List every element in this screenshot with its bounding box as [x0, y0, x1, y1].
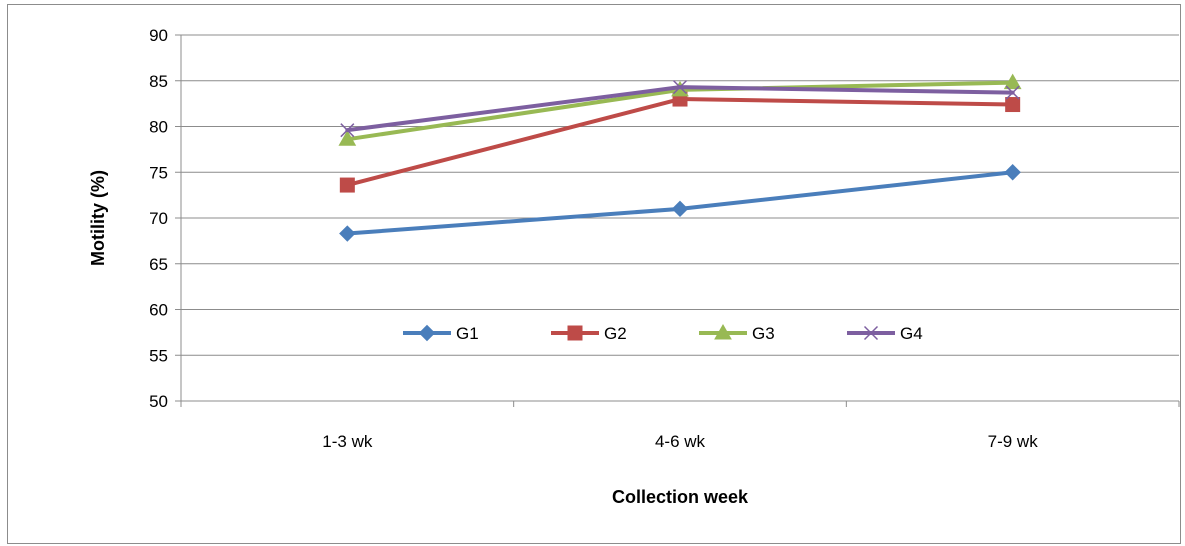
y-tick-label: 90 — [149, 26, 168, 45]
data-point — [1004, 164, 1021, 181]
marker-stroke — [340, 123, 355, 138]
data-point — [340, 123, 355, 138]
legend-label: G1 — [456, 324, 479, 343]
legend: G1 G2 G3 G4 — [403, 323, 923, 343]
data-point — [1005, 85, 1020, 100]
data-point — [1003, 73, 1022, 90]
x-tick-label: 7-9 wk — [988, 432, 1039, 451]
x-tick-label: 1-3 wk — [322, 432, 373, 451]
y-tick-label: 50 — [149, 392, 168, 411]
series-g1 — [339, 164, 1021, 242]
legend-item-g2: G2 — [551, 324, 627, 343]
data-point — [1005, 97, 1021, 113]
legend-marker — [567, 325, 583, 341]
series-g4 — [340, 80, 1020, 138]
y-tick-label: 80 — [149, 118, 168, 137]
legend-marker — [418, 324, 436, 342]
marker-stroke — [863, 325, 879, 341]
y-tick-label: 75 — [149, 163, 168, 182]
legend-item-g4: G4 — [847, 324, 923, 343]
legend-item-g3: G3 — [699, 323, 775, 343]
legend-item-g1: G1 — [403, 324, 479, 343]
series-lines — [338, 73, 1022, 242]
legend-label: G3 — [752, 324, 775, 343]
legend-marker — [863, 325, 879, 341]
x-axis-title: Collection week — [612, 487, 749, 507]
series-g2 — [339, 91, 1021, 193]
axes: 50 55 60 65 70 75 80 85 90 1-3 wk 4-6 wk 7-9 wk — [149, 26, 1180, 451]
marker-stroke — [1005, 85, 1020, 100]
legend-label: G4 — [900, 324, 923, 343]
marker-stroke — [672, 80, 688, 95]
data-point — [672, 80, 688, 95]
y-tick-label: 55 — [149, 346, 168, 365]
y-axis-title: Motility (%) — [88, 170, 108, 266]
data-point — [338, 130, 357, 146]
legend-label: G2 — [604, 324, 627, 343]
data-point — [339, 177, 355, 193]
y-tick-label: 65 — [149, 255, 168, 274]
x-tick-label: 4-6 wk — [655, 432, 706, 451]
y-tick-label: 60 — [149, 301, 168, 320]
y-tick-label: 85 — [149, 72, 168, 91]
y-tick-label: 70 — [149, 209, 168, 228]
data-point — [339, 225, 356, 242]
legend-marker — [714, 323, 732, 340]
data-point — [671, 200, 689, 218]
